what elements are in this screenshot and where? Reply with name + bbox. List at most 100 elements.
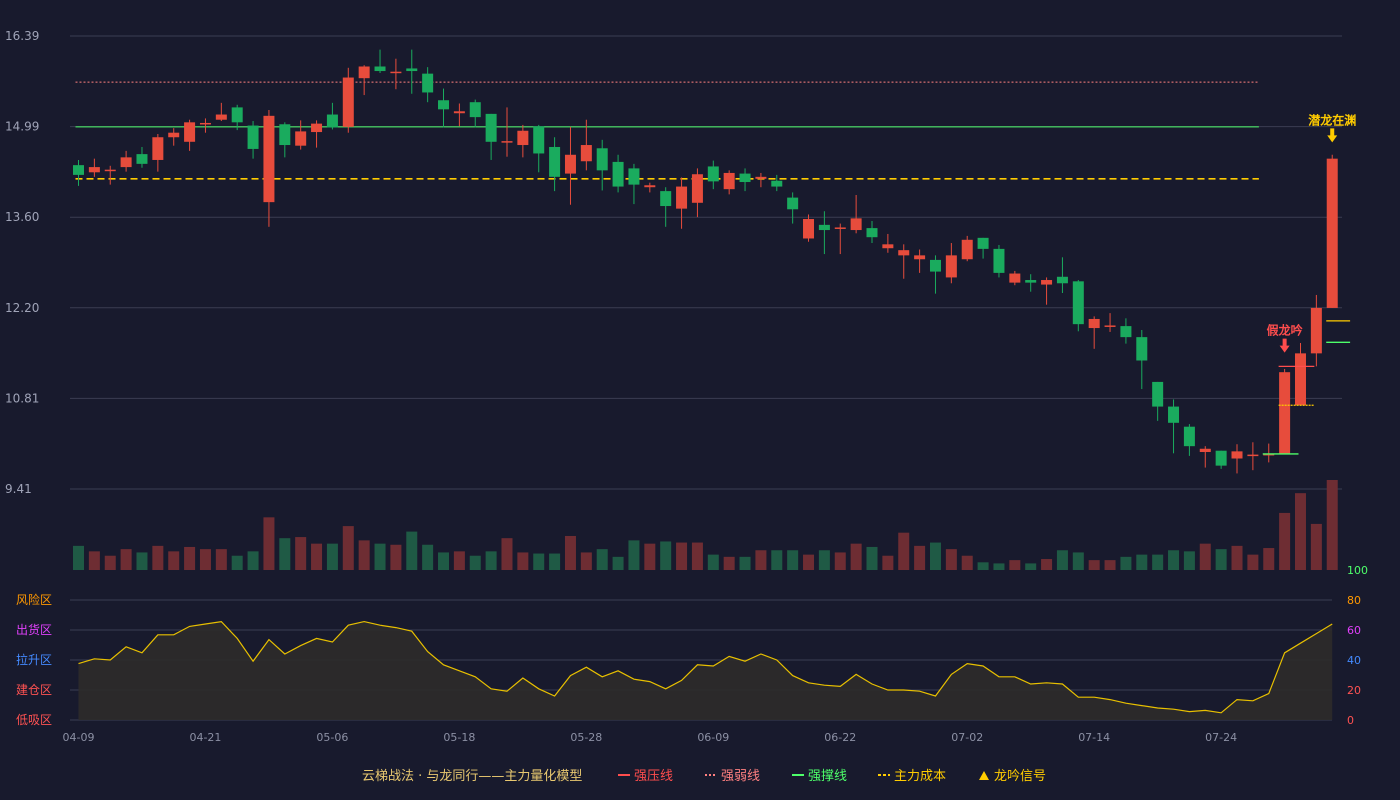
candle-body — [596, 148, 608, 171]
candle-body — [422, 73, 434, 93]
osc-tick-label: 80 — [1347, 594, 1361, 607]
candle-body — [1199, 448, 1211, 453]
volume-bar — [898, 532, 910, 570]
candle-body — [564, 154, 576, 174]
zone-label: 风险区 — [16, 592, 52, 607]
volume-bar — [660, 541, 672, 570]
candle-body — [1041, 280, 1053, 285]
date-tick-label: 05-18 — [443, 731, 475, 744]
date-tick-label: 05-06 — [316, 731, 348, 744]
candle-body — [1263, 453, 1275, 456]
candle-body — [1310, 307, 1322, 354]
volume-bar — [342, 526, 354, 570]
candlesticks — [73, 49, 1338, 474]
volume-bar — [1199, 543, 1211, 570]
legend-item-label: 强撑线 — [808, 769, 847, 784]
signal-arrow-icon — [1279, 338, 1290, 353]
candle-body — [453, 111, 465, 114]
volume-bar — [199, 549, 211, 570]
candle-body — [977, 237, 989, 249]
candle-body — [1279, 372, 1291, 454]
volume-bar — [1152, 554, 1164, 570]
volume-bar — [136, 552, 148, 570]
candle-body — [660, 191, 672, 207]
volume-bar — [1041, 559, 1053, 570]
volume-bar — [501, 538, 513, 570]
candle-body — [945, 255, 957, 278]
candle-body — [168, 132, 180, 138]
legend-item-label: 主力成本 — [894, 769, 946, 784]
candle-body — [136, 154, 148, 164]
volume-bar — [406, 531, 418, 570]
volume-bar — [1215, 549, 1227, 570]
candle-body — [263, 115, 275, 203]
volume-bar — [1294, 493, 1306, 570]
candle-body — [517, 130, 529, 146]
date-tick-label: 04-21 — [189, 731, 221, 744]
candle-body — [485, 113, 497, 142]
candle-body — [120, 157, 132, 168]
candle-body — [104, 169, 116, 172]
candle-body — [818, 224, 830, 231]
candle-body — [406, 68, 418, 72]
price-grid: 16.39 14.99 13.60 12.20 10.81 9.41 — [5, 29, 1342, 496]
zone-label: 出货区 — [16, 622, 52, 637]
volume-bar — [707, 554, 719, 570]
volume-bar — [961, 555, 973, 570]
volume-bar — [1009, 560, 1021, 570]
osc-tick-label: 20 — [1347, 684, 1361, 697]
legend-item-label: 强弱线 — [721, 769, 760, 784]
volume-bar — [882, 555, 894, 570]
volume-bar — [422, 544, 434, 570]
price-tick-label: 14.99 — [5, 120, 39, 134]
candle-body — [374, 66, 386, 72]
volume-bar — [739, 556, 751, 570]
candle-body — [929, 259, 941, 272]
price-tick-label: 16.39 — [5, 29, 39, 43]
candle-body — [612, 161, 624, 187]
volume-bar — [549, 553, 561, 570]
volume-bar — [184, 546, 196, 570]
x-axis: 04-09 04-21 05-06 05-18 05-28 06-09 06-22 07-02… — [63, 731, 1238, 744]
end-markers — [1262, 320, 1351, 455]
osc-area — [78, 621, 1333, 720]
date-tick-label: 07-02 — [951, 731, 983, 744]
volume-bar — [771, 550, 783, 570]
volume-bar — [390, 544, 402, 570]
volume-bar — [104, 555, 116, 570]
volume-bar — [1326, 480, 1338, 570]
candle-body — [311, 123, 323, 133]
volume-bar — [818, 550, 830, 570]
volume-bar — [453, 551, 465, 570]
zone-label: 低吸区 — [16, 713, 52, 727]
legend-item-label: 龙吟信号 — [994, 768, 1046, 784]
signal-markers: 假龙吟 潜龙在渊 — [1267, 112, 1356, 353]
volume-bar — [1231, 545, 1243, 570]
price-tick-label: 9.41 — [5, 482, 32, 496]
candle-body — [152, 137, 164, 160]
candle-body — [803, 219, 815, 239]
candle-body — [1326, 158, 1338, 308]
signal-label: 潜龙在渊 — [1308, 112, 1356, 127]
candle-body — [501, 141, 513, 143]
volume-bar — [533, 553, 545, 570]
volume-bar — [755, 550, 767, 570]
volume-bar — [88, 551, 100, 570]
volume-bar — [929, 542, 941, 570]
volume-bar — [73, 545, 84, 570]
candle-body — [1104, 325, 1116, 327]
candle-body — [866, 228, 878, 238]
volume-bar — [231, 555, 243, 570]
candle-body — [628, 168, 640, 185]
osc-tick-label: 40 — [1347, 654, 1361, 667]
candle-body — [1136, 337, 1148, 361]
osc-tick-label: 60 — [1347, 624, 1361, 637]
volume-bar — [152, 545, 164, 570]
legend-title: 云梯战法 · 与龙同行——主力量化模型 — [362, 769, 582, 784]
candle-body — [1231, 451, 1243, 459]
volume-bar — [485, 551, 497, 570]
volume-bar — [120, 549, 132, 570]
price-tick-label: 12.20 — [5, 301, 39, 315]
